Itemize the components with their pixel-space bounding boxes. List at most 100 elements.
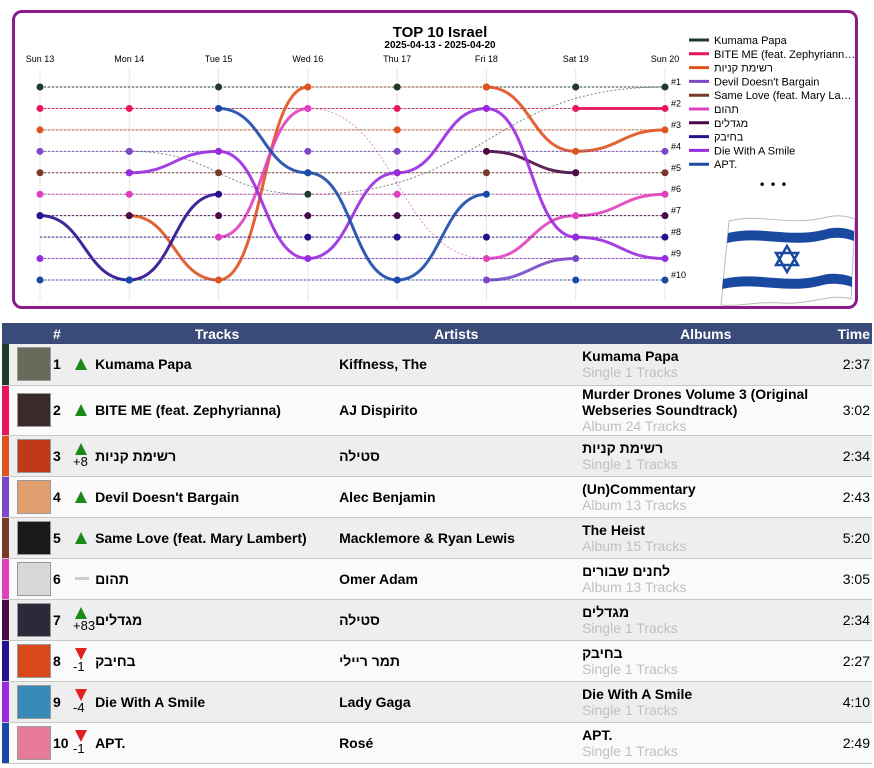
artist-name[interactable]: Kiffness, The: [339, 356, 427, 373]
tracks-table: # Tracks Artists Albums Time 1 Kumama Pap…: [2, 323, 872, 764]
y-tick-label: #4: [671, 141, 681, 151]
y-tick-label: #5: [671, 163, 681, 173]
rank-down-icon: [75, 689, 87, 701]
data-point: [304, 147, 312, 155]
track-title[interactable]: בחיבק: [95, 652, 136, 669]
track-title[interactable]: Devil Doesn't Bargain: [95, 488, 240, 505]
album-cover-image: [17, 438, 51, 473]
track-duration: 2:27: [842, 652, 870, 669]
album-title[interactable]: APT.: [582, 726, 613, 743]
series-color-bar: [2, 435, 9, 476]
artist-name[interactable]: תמר ריילי: [339, 652, 400, 669]
rank-number: 7: [53, 611, 61, 628]
table-row[interactable]: 4 Devil Doesn't Bargain Alec Benjamin (Un)C…: [2, 476, 872, 517]
table-row[interactable]: 3 +8 רשימת קניות סטילה רשימת קניות Single 1 T…: [2, 435, 872, 476]
rank-number: 5: [53, 529, 61, 546]
rank-up-icon: [75, 443, 87, 455]
artist-name[interactable]: AJ Dispirito: [339, 402, 418, 418]
series-line: [307, 171, 398, 282]
artist-name[interactable]: Macklemore & Ryan Lewis: [339, 529, 515, 546]
album-info: Single 1 Tracks: [582, 742, 678, 759]
rank-up-icon: [75, 490, 87, 503]
series-line: [486, 257, 576, 282]
track-duration: 3:02: [842, 402, 870, 418]
album-title[interactable]: לחנים שבורים: [582, 562, 671, 579]
artist-name[interactable]: Rosé: [339, 734, 374, 751]
data-point: [125, 190, 133, 198]
table-row[interactable]: 9 -4 Die With A Smile Lady Gaga Die With A S…: [2, 681, 872, 722]
legend-label: מגדלים: [714, 117, 748, 130]
rank-up-icon: [75, 404, 87, 416]
y-tick-label: #1: [671, 77, 681, 87]
artist-name[interactable]: Alec Benjamin: [339, 488, 436, 505]
rank-number: 2: [53, 402, 61, 418]
album-title[interactable]: רשימת קניות: [582, 439, 664, 456]
table-row[interactable]: 6 תהום Omer Adam לחנים שבורים Album 13 Track…: [2, 558, 872, 599]
series-line: [218, 85, 309, 282]
x-tick-label: Wed 16: [292, 54, 323, 64]
table-row[interactable]: 10 -1 APT. Rosé APT. Single 1 Tracks 2:49: [2, 722, 872, 763]
header-albums[interactable]: Albums: [680, 325, 732, 342]
data-point: [393, 190, 401, 198]
table-row[interactable]: 8 -1 בחיבק תמר ריילי בחיבק Single 1 Tracks 2:2…: [2, 640, 872, 681]
table-row[interactable]: 7 +83 מגדלים סטילה מגדלים Single 1 Tracks 2:34: [2, 599, 872, 640]
track-duration: 2:34: [842, 447, 870, 464]
data-point: [661, 233, 669, 241]
track-duration: 2:34: [842, 611, 870, 628]
table-row[interactable]: 2 BITE ME (feat. Zephyrianna) AJ Dispirito…: [2, 385, 872, 435]
header-tracks[interactable]: Tracks: [194, 325, 240, 342]
album-title[interactable]: מגדלים: [582, 603, 630, 620]
track-title[interactable]: APT.: [95, 734, 126, 751]
album-info: Single 1 Tracks: [582, 660, 678, 677]
data-point: [482, 190, 490, 198]
data-point: [572, 212, 580, 220]
artist-name[interactable]: סטילה: [339, 611, 380, 628]
rank-up-icon: [75, 531, 87, 544]
track-duration: 4:10: [842, 693, 870, 710]
track-duration: 3:05: [842, 570, 870, 587]
table-row[interactable]: 5 Same Love (feat. Mary Lambert) Macklemor…: [2, 517, 872, 558]
series-line: [307, 107, 487, 260]
artist-name[interactable]: Omer Adam: [339, 570, 418, 587]
track-duration: 5:20: [842, 529, 870, 546]
track-title[interactable]: מגדלים: [95, 611, 143, 628]
data-point: [572, 276, 580, 284]
album-info: Single 1 Tracks: [582, 455, 678, 472]
table-header-row: # Tracks Artists Albums Time: [2, 323, 872, 344]
track-duration: 2:37: [842, 356, 870, 373]
album-title[interactable]: Die With A Smile: [582, 685, 693, 702]
data-point: [125, 147, 133, 155]
data-point: [36, 212, 44, 220]
album-title[interactable]: Murder Drones Volume 3 (Original Webseri…: [582, 386, 809, 418]
data-point: [661, 126, 669, 134]
album-title[interactable]: Kumama Papa: [582, 348, 679, 365]
album-title[interactable]: The Heist: [582, 521, 646, 538]
rank-number: 1: [53, 356, 61, 373]
data-point: [572, 83, 580, 91]
data-point: [482, 169, 490, 177]
data-point: [125, 104, 133, 112]
rank-number: 8: [53, 652, 61, 669]
track-title[interactable]: Die With A Smile: [95, 693, 206, 710]
album-title[interactable]: (Un)Commentary: [582, 480, 696, 497]
album-title[interactable]: בחיבק: [582, 644, 623, 661]
rank-down-icon: [75, 648, 87, 660]
header-artists[interactable]: Artists: [434, 325, 479, 342]
artist-name[interactable]: סטילה: [339, 447, 380, 464]
data-point: [661, 276, 669, 284]
y-tick-label: #3: [671, 120, 681, 130]
series-color-bar: [2, 681, 9, 722]
header-time[interactable]: Time: [837, 325, 870, 342]
track-title[interactable]: תהום: [95, 570, 129, 587]
y-tick-label: #2: [671, 98, 681, 108]
track-title[interactable]: BITE ME (feat. Zephyrianna): [95, 402, 281, 418]
artist-name[interactable]: Lady Gaga: [339, 693, 411, 710]
track-title[interactable]: Same Love (feat. Mary Lambert): [95, 529, 307, 546]
track-title[interactable]: Kumama Papa: [95, 356, 192, 373]
data-point: [215, 169, 223, 177]
track-title[interactable]: רשימת קניות: [95, 447, 177, 464]
legend-label: APT.: [714, 159, 737, 171]
series-color-bar: [2, 640, 9, 681]
data-point: [304, 233, 312, 241]
table-row[interactable]: 1 Kumama Papa Kiffness, The Kumama Papa Sing…: [2, 344, 872, 385]
